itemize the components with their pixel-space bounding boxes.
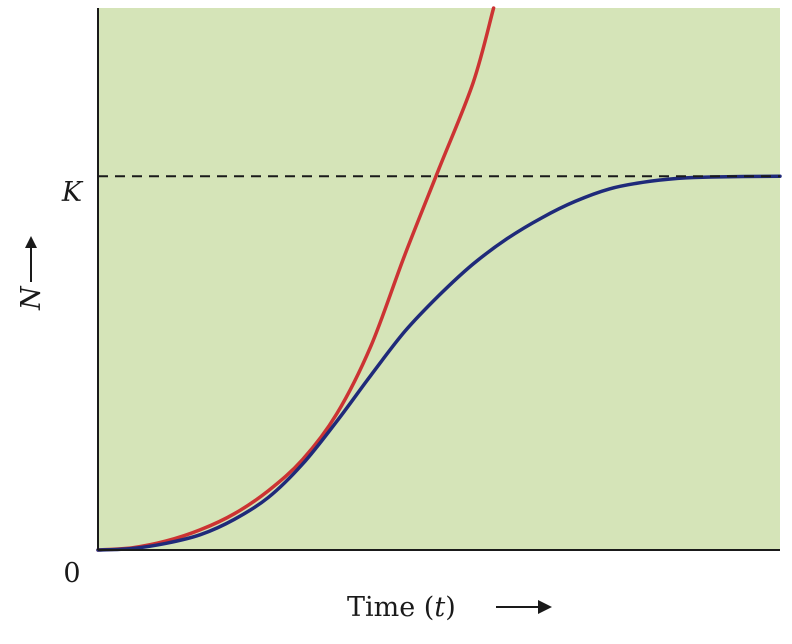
y-tick-label-zero: 0 (63, 558, 80, 589)
x-axis-arrow-icon (496, 600, 552, 614)
y-tick-label-k: K (61, 177, 84, 208)
y-axis-arrow-icon (25, 236, 37, 282)
x-axis-label: Time (t) (347, 592, 456, 623)
x-axis-title: Time (t) (347, 592, 552, 623)
y-axis-label: N (16, 285, 47, 311)
series-line-1 (96, 6, 496, 552)
y-axis-title: N (16, 236, 47, 311)
series-layer (96, 6, 782, 552)
plot-area (98, 8, 780, 550)
series-line-2 (96, 174, 782, 552)
